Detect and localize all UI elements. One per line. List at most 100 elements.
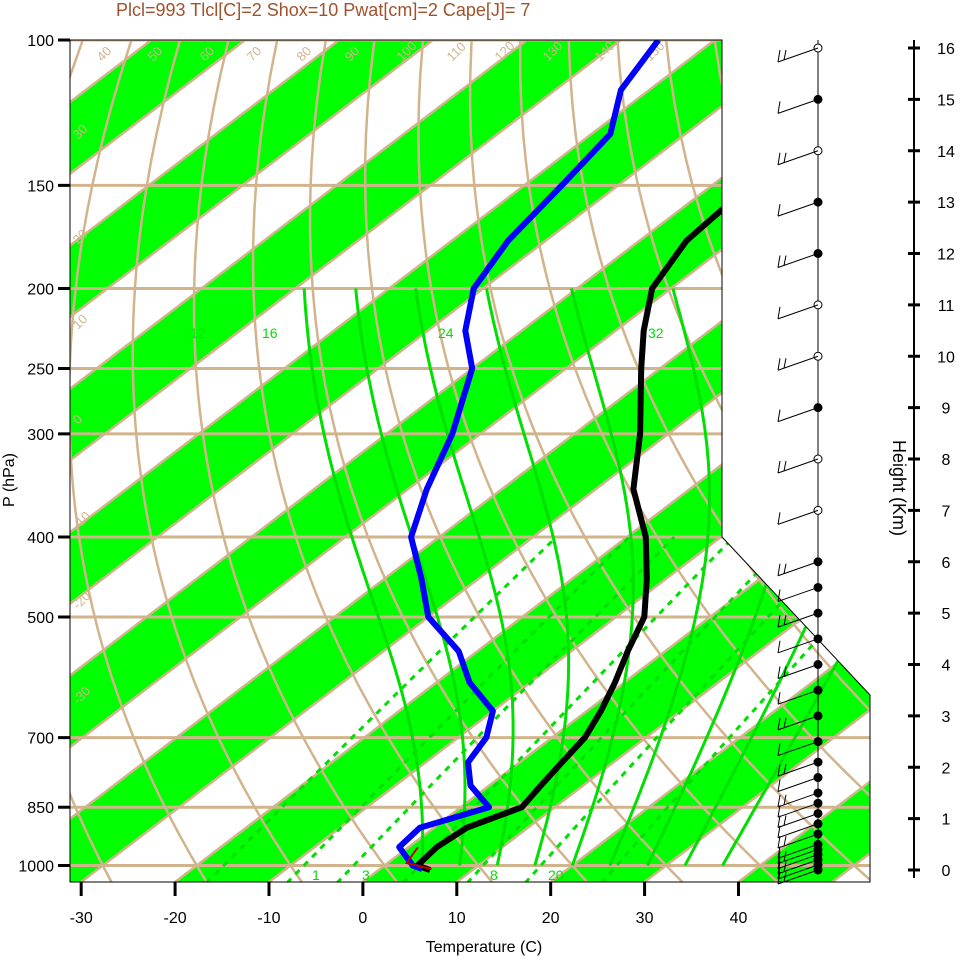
wind-feather bbox=[783, 794, 787, 806]
wind-feather bbox=[783, 255, 787, 266]
dry-adiabat-label: 110 bbox=[444, 39, 469, 64]
wind-feather bbox=[777, 743, 781, 756]
wind-feather bbox=[783, 861, 787, 872]
wind-barb bbox=[777, 813, 819, 828]
height-axis-title: Height (Km) bbox=[889, 440, 909, 536]
height-tick-label: 8 bbox=[942, 452, 951, 469]
height-tick-label: 0 bbox=[942, 863, 951, 880]
height-tick-label: 7 bbox=[942, 503, 951, 520]
wind-feather bbox=[777, 835, 781, 849]
isotherm-line bbox=[70, 40, 674, 882]
wind-barb bbox=[777, 612, 819, 628]
y-tick-label: 1000 bbox=[18, 859, 54, 876]
wind-feather bbox=[777, 460, 781, 474]
height-tick-label: 10 bbox=[937, 349, 955, 366]
wind-feather bbox=[783, 666, 787, 677]
dry-adiabat bbox=[810, 40, 870, 882]
mixing-ratio-label: 20 bbox=[548, 867, 564, 883]
wind-feather bbox=[777, 846, 781, 859]
wind-barb bbox=[777, 859, 819, 875]
x-axis-title: Temperature (C) bbox=[426, 939, 542, 956]
dry-adiabat bbox=[468, 40, 870, 882]
moist-adiabat-label: 16 bbox=[262, 325, 278, 341]
wind-feather bbox=[777, 563, 781, 576]
wind-feather bbox=[783, 615, 787, 626]
wind-barb bbox=[777, 355, 819, 371]
isotherm-line bbox=[70, 40, 768, 882]
wind-feather bbox=[783, 717, 787, 728]
moist-adiabat-label: 32 bbox=[648, 325, 664, 341]
wind-barb bbox=[777, 586, 819, 602]
moist-adiabat bbox=[608, 288, 711, 867]
wind-feather bbox=[783, 764, 787, 775]
height-tick-label: 12 bbox=[937, 247, 955, 264]
profile-lines bbox=[396, 40, 870, 873]
wind-feather bbox=[777, 152, 781, 165]
moist-adiabat-label: 24 bbox=[438, 325, 454, 341]
wind-feather bbox=[777, 815, 781, 828]
wind-barbs bbox=[777, 40, 823, 885]
wind-feather bbox=[777, 779, 781, 792]
y-tick-label: 150 bbox=[27, 178, 54, 195]
y-axis-title: P (hPa) bbox=[1, 453, 18, 507]
wind-feather bbox=[777, 717, 781, 730]
x-tick-label: 30 bbox=[636, 910, 654, 927]
y-tick-label: 300 bbox=[27, 427, 54, 444]
isotherm-line bbox=[70, 40, 581, 882]
isotherm-line bbox=[903, 0, 961, 900]
mixing-ratio-line bbox=[523, 535, 844, 882]
mixing-ratio-line bbox=[285, 535, 631, 882]
dry-adiabat bbox=[70, 40, 209, 882]
moist-adiabat bbox=[485, 288, 571, 866]
wind-barb bbox=[777, 509, 819, 525]
dry-adiabat bbox=[417, 40, 780, 882]
wind-feather bbox=[783, 563, 787, 574]
y-tick-label: 850 bbox=[27, 800, 54, 817]
wind-barb bbox=[777, 761, 819, 777]
wind-barb bbox=[777, 792, 819, 808]
wind-feather bbox=[783, 871, 787, 883]
mixing-ratio-line bbox=[466, 535, 793, 882]
height-tick-label: 11 bbox=[938, 298, 955, 315]
isotherm-band bbox=[70, 40, 862, 882]
wind-barb bbox=[777, 664, 819, 679]
wind-barb bbox=[777, 689, 819, 705]
dry-adiabat bbox=[518, 40, 870, 882]
x-tick-label: 20 bbox=[542, 910, 560, 927]
wind-barb bbox=[777, 304, 819, 320]
wind-feather bbox=[783, 358, 787, 369]
isotherm-line bbox=[70, 40, 870, 882]
x-tick-label: 0 bbox=[358, 910, 367, 927]
wind-barb bbox=[777, 201, 819, 217]
dry-adiabat bbox=[616, 40, 870, 882]
wind-feather bbox=[777, 49, 781, 63]
y-tick-label: 250 bbox=[27, 361, 54, 378]
wind-feather bbox=[777, 615, 781, 628]
wind-barb bbox=[777, 777, 819, 792]
x-tick-label: 40 bbox=[730, 910, 748, 927]
wind-feather bbox=[777, 692, 781, 705]
moist-adiabat-label: 12 bbox=[190, 325, 206, 341]
isotherm-line bbox=[70, 40, 393, 882]
isotherm-line bbox=[338, 40, 870, 882]
wind-feather bbox=[777, 666, 781, 679]
wind-feather bbox=[777, 255, 781, 268]
parcel-path bbox=[404, 846, 432, 871]
isotherm-line bbox=[70, 40, 870, 882]
dry-adiabat bbox=[308, 40, 590, 882]
wind-feather bbox=[783, 152, 787, 163]
height-tick-label: 15 bbox=[937, 92, 955, 109]
wind-barb bbox=[777, 833, 819, 849]
wind-feather bbox=[777, 306, 781, 319]
wind-feather bbox=[777, 640, 781, 653]
isotherm-band bbox=[70, 40, 486, 882]
y-tick-label: 200 bbox=[27, 282, 54, 299]
isotherm-band bbox=[339, 40, 870, 882]
wind-barb bbox=[777, 98, 819, 114]
dry-adiabat bbox=[251, 40, 494, 882]
wind-barb bbox=[777, 848, 819, 864]
moist-adiabat bbox=[721, 288, 870, 867]
x-tick-label: -20 bbox=[164, 910, 187, 927]
